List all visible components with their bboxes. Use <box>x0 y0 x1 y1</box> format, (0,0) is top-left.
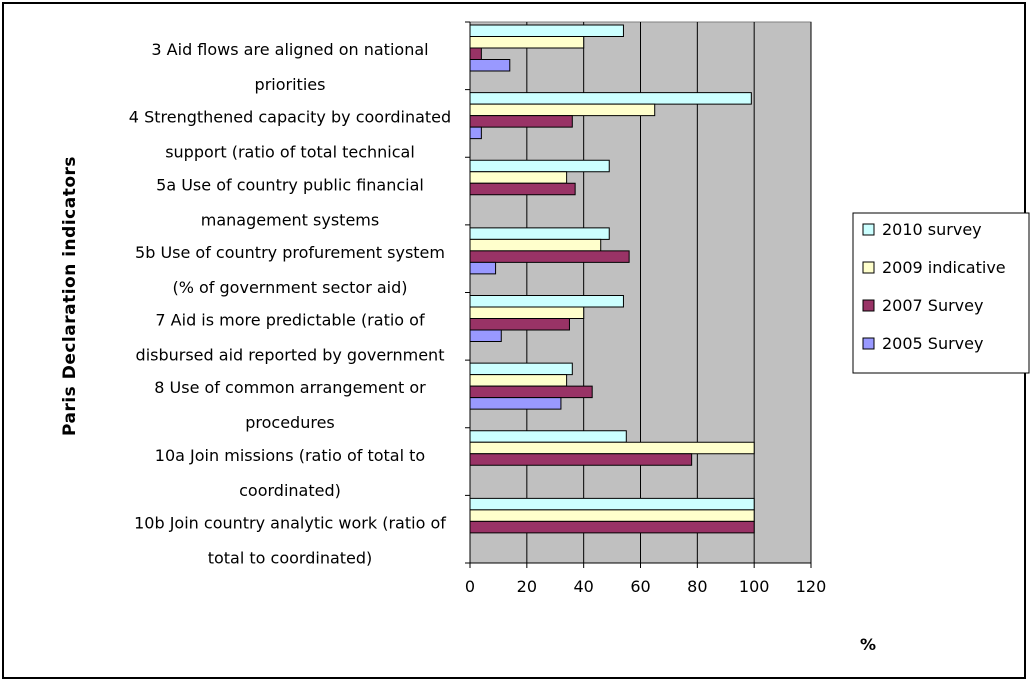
bar <box>469 261 497 275</box>
bar <box>469 329 502 342</box>
category-label: 10a Join missions (ratio of total to <box>155 446 425 465</box>
category-label: 5a Use of country public financial <box>156 175 424 194</box>
legend-swatch <box>862 223 875 236</box>
category-label: disbursed aid reported by government <box>136 346 445 365</box>
bar <box>469 374 568 387</box>
bar <box>469 295 624 308</box>
category-label: 4 Strengthened capacity by coordinated <box>129 108 451 127</box>
bar <box>469 250 630 263</box>
x-tick-label: 100 <box>739 577 770 596</box>
category-label: priorities <box>255 75 326 94</box>
category-label: (% of government sector aid) <box>172 278 407 297</box>
bar <box>469 171 568 184</box>
category-label: 5b Use of country profurement system <box>135 243 445 262</box>
legend-label: 2007 Survey <box>882 296 983 315</box>
bar <box>469 497 755 511</box>
legend-swatch <box>862 261 875 274</box>
bar <box>469 103 656 117</box>
bar <box>469 182 576 196</box>
category-label: total to coordinated) <box>208 548 373 567</box>
bar <box>469 227 610 240</box>
bar <box>469 509 755 522</box>
x-axis-title: % <box>860 635 876 654</box>
x-tick-label: 60 <box>630 577 650 596</box>
x-tick-label: 20 <box>517 577 537 596</box>
bar <box>469 159 610 173</box>
y-axis-title: Paris Declaration indicators <box>60 156 80 436</box>
legend-label: 2005 Survey <box>882 334 983 353</box>
bar <box>469 238 602 252</box>
bar <box>469 385 593 399</box>
bar <box>469 24 624 37</box>
bar <box>469 36 585 49</box>
category-label: 8 Use of common arrangement or <box>154 378 426 397</box>
bar <box>469 362 573 376</box>
x-tick-label: 80 <box>687 577 707 596</box>
bar <box>469 306 585 319</box>
bar <box>469 92 752 105</box>
legend-swatch <box>862 299 875 312</box>
bar <box>469 318 570 331</box>
category-label: coordinated) <box>239 481 341 500</box>
bar <box>469 441 755 455</box>
x-tick-label: 40 <box>573 577 593 596</box>
legend-swatch <box>862 337 875 350</box>
legend-box <box>852 212 1030 374</box>
category-label: 7 Aid is more predictable (ratio of <box>155 311 425 330</box>
bar <box>469 59 511 72</box>
x-tick-label: 120 <box>796 577 827 596</box>
x-tick-label: 0 <box>465 577 475 596</box>
category-label: management systems <box>201 210 379 229</box>
category-label: 3 Aid flows are aligned on national <box>151 40 428 59</box>
category-label: procedures <box>245 413 335 432</box>
bar <box>469 126 482 140</box>
bar <box>469 520 755 534</box>
legend-label: 2010 survey <box>882 220 982 239</box>
legend-label: 2009 indicative <box>882 258 1006 277</box>
category-label: support (ratio of total technical <box>165 143 415 162</box>
category-label: 10b Join country analytic work (ratio of <box>134 513 446 532</box>
bar <box>469 47 482 60</box>
bar <box>469 453 693 466</box>
bar <box>469 397 562 410</box>
bar <box>469 115 573 128</box>
bar <box>469 430 627 443</box>
